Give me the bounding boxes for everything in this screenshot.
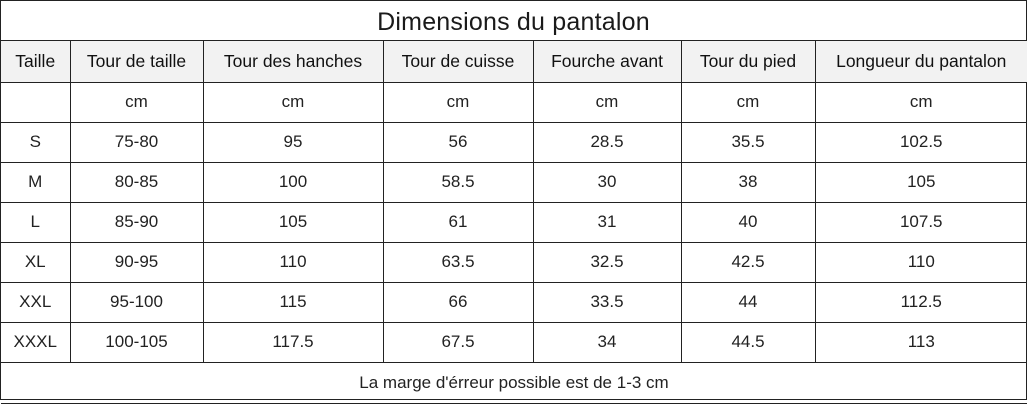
table-cell: 44.5 <box>680 321 816 363</box>
table-cell: 56 <box>382 121 534 163</box>
tolerance-note: La marge d'érreur possible est de 1-3 cm <box>1 361 1027 404</box>
table-cell: 113 <box>814 321 1027 363</box>
table-cell: 95 <box>202 121 384 163</box>
table-row: XXL 95-100 115 66 33.5 44 112.5 <box>1 281 1027 323</box>
note-row: La marge d'érreur possible est de 1-3 cm <box>1 361 1027 404</box>
table-row: M 80-85 100 58.5 30 38 105 <box>1 161 1027 203</box>
table-cell: 100-105 <box>69 321 204 363</box>
table-cell: 30 <box>532 161 682 203</box>
table-cell: 110 <box>814 241 1027 283</box>
table-cell: 63.5 <box>382 241 534 283</box>
unit-cell: cm <box>532 81 682 123</box>
table-cell: 95-100 <box>69 281 204 323</box>
table-cell: 35.5 <box>680 121 816 163</box>
table-row: XXXL 100-105 117.5 67.5 34 44.5 113 <box>1 321 1027 363</box>
size-cell: S <box>1 121 71 163</box>
unit-cell <box>1 81 71 123</box>
table-cell: 105 <box>202 201 384 243</box>
size-table: Taille Tour de taille Tour des hanches T… <box>1 41 1027 404</box>
table-cell: 31 <box>532 201 682 243</box>
column-header-taille: Taille <box>1 41 71 83</box>
size-cell: XXXL <box>1 321 71 363</box>
table-cell: 100 <box>202 161 384 203</box>
column-header-longueur-du-pantalon: Longueur du pantalon <box>814 41 1027 83</box>
table-cell: 32.5 <box>532 241 682 283</box>
size-cell: XL <box>1 241 71 283</box>
table-cell: 105 <box>814 161 1027 203</box>
table-cell: 90-95 <box>69 241 204 283</box>
table-cell: 85-90 <box>69 201 204 243</box>
column-header-fourche-avant: Fourche avant <box>532 41 682 83</box>
table-cell: 34 <box>532 321 682 363</box>
size-cell: L <box>1 201 71 243</box>
table-cell: 110 <box>202 241 384 283</box>
column-header-tour-du-pied: Tour du pied <box>680 41 816 83</box>
table-cell: 112.5 <box>814 281 1027 323</box>
table-cell: 66 <box>382 281 534 323</box>
table-cell: 67.5 <box>382 321 534 363</box>
table-cell: 61 <box>382 201 534 243</box>
table-cell: 117.5 <box>202 321 384 363</box>
table-row: S 75-80 95 56 28.5 35.5 102.5 <box>1 121 1027 163</box>
table-cell: 75-80 <box>69 121 204 163</box>
table-cell: 115 <box>202 281 384 323</box>
unit-cell: cm <box>382 81 534 123</box>
table-cell: 28.5 <box>532 121 682 163</box>
table-cell: 80-85 <box>69 161 204 203</box>
table-cell: 42.5 <box>680 241 816 283</box>
units-row: cm cm cm cm cm cm <box>1 81 1027 123</box>
column-header-tour-des-hanches: Tour des hanches <box>202 41 384 83</box>
table-cell: 44 <box>680 281 816 323</box>
unit-cell: cm <box>680 81 816 123</box>
table-cell: 102.5 <box>814 121 1027 163</box>
column-header-tour-de-taille: Tour de taille <box>69 41 204 83</box>
unit-cell: cm <box>202 81 384 123</box>
column-header-tour-de-cuisse: Tour de cuisse <box>382 41 534 83</box>
chart-title: Dimensions du pantalon <box>1 1 1026 41</box>
table-cell: 58.5 <box>382 161 534 203</box>
table-cell: 40 <box>680 201 816 243</box>
table-cell: 38 <box>680 161 816 203</box>
size-cell: XXL <box>1 281 71 323</box>
unit-cell: cm <box>814 81 1027 123</box>
unit-cell: cm <box>69 81 204 123</box>
table-row: XL 90-95 110 63.5 32.5 42.5 110 <box>1 241 1027 283</box>
table-row: L 85-90 105 61 31 40 107.5 <box>1 201 1027 243</box>
table-cell: 33.5 <box>532 281 682 323</box>
size-cell: M <box>1 161 71 203</box>
header-row: Taille Tour de taille Tour des hanches T… <box>1 41 1027 83</box>
table-cell: 107.5 <box>814 201 1027 243</box>
